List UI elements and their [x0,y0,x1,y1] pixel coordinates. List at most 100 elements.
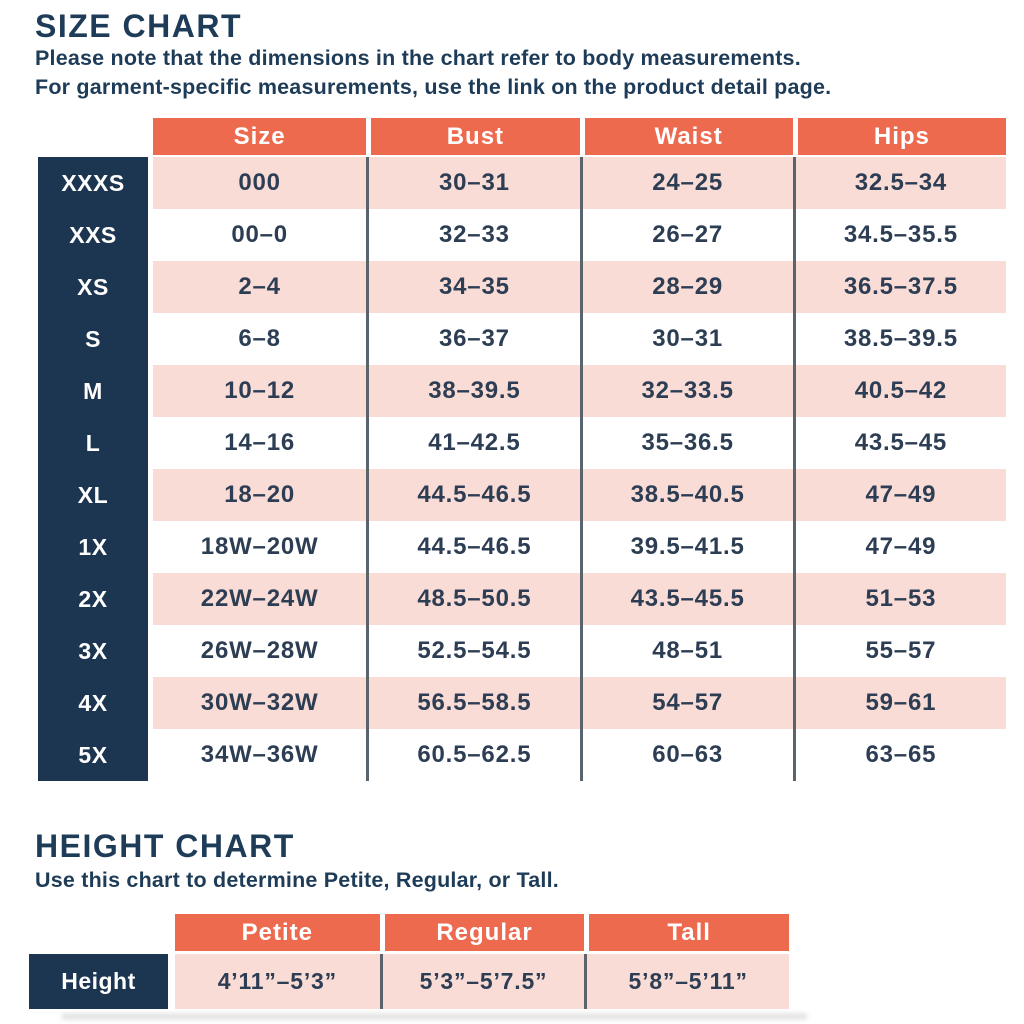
row-label: 2X [38,573,148,625]
row-values: 10–12 38–39.5 32–33.5 40.5–42 [153,365,1006,417]
cell-hips: 38.5–39.5 [792,313,1006,365]
column-header-size: Size [153,118,367,155]
table-row: L 14–16 41–42.5 35–36.5 43.5–45 [38,417,1006,469]
row-label: 1X [38,521,148,573]
table-row: 1X 18W–20W 44.5–46.5 39.5–41.5 47–49 [38,521,1006,573]
cell-hips: 47–49 [792,521,1006,573]
cell-bust: 32–33 [366,209,579,261]
column-header-bust: Bust [366,118,580,155]
column-header-hips: Hips [792,118,1006,155]
table-row: 3X 26W–28W 52.5–54.5 48–51 55–57 [38,625,1006,677]
row-label: L [38,417,148,469]
table-row: 5X 34W–36W 60.5–62.5 60–63 63–65 [38,729,1006,781]
height-row-label: Height [29,954,168,1009]
cell-size: 18–20 [224,481,295,508]
row-label: XL [38,469,148,521]
cell-hips: 47–49 [792,469,1006,521]
cell-bust: 48.5–50.5 [366,573,579,625]
row-values: 30W–32W 56.5–58.5 54–57 59–61 [153,677,1006,729]
row-values: 22W–24W 48.5–50.5 43.5–45.5 51–53 [153,573,1006,625]
table-row: XS 2–4 34–35 28–29 36.5–37.5 [38,261,1006,313]
cell-hips: 63–65 [792,729,1006,781]
cell-waist: 32–33.5 [579,365,793,417]
row-values: 26W–28W 52.5–54.5 48–51 55–57 [153,625,1006,677]
row-label: S [38,313,148,365]
column-header-tall: Tall [584,914,789,951]
size-chart-body: XXXS 000 30–31 24–25 32.5–34 XXS 00–0 32… [38,157,1006,781]
row-label: 5X [38,729,148,781]
cell-size: 26W–28W [200,637,319,664]
cell-waist: 30–31 [579,313,793,365]
height-row-values: 4’11”–5’3” 5’3”–5’7.5” 5’8”–5’11” [175,954,789,1009]
row-label: XXS [38,209,148,261]
table-row: XL 18–20 44.5–46.5 38.5–40.5 47–49 [38,469,1006,521]
row-values: 14–16 41–42.5 35–36.5 43.5–45 [153,417,1006,469]
size-chart-subtitle-line2: For garment-specific measurements, use t… [35,75,832,99]
cell-waist: 54–57 [579,677,793,729]
height-chart-header-row: Petite Regular Tall [175,914,789,951]
cell-size: 6–8 [238,325,281,352]
row-values: 6–8 36–37 30–31 38.5–39.5 [153,313,1006,365]
cell-height-petite: 4’11”–5’3” [217,968,337,994]
table-row: XXXS 000 30–31 24–25 32.5–34 [38,157,1006,209]
cell-size: 00–0 [231,221,288,248]
cell-hips: 34.5–35.5 [792,209,1006,261]
size-chart-subtitle-line1: Please note that the dimensions in the c… [35,46,801,70]
cell-bust: 38–39.5 [366,365,579,417]
scan-artifact [62,1013,807,1020]
row-values: 000 30–31 24–25 32.5–34 [153,157,1006,209]
cell-waist: 38.5–40.5 [579,469,793,521]
cell-hips: 51–53 [792,573,1006,625]
table-row: M 10–12 38–39.5 32–33.5 40.5–42 [38,365,1006,417]
cell-bust: 30–31 [366,157,579,209]
cell-height-regular: 5’3”–5’7.5” [379,954,585,1009]
column-header-petite: Petite [175,914,380,951]
size-chart-title: SIZE CHART [35,8,242,44]
cell-waist: 48–51 [579,625,793,677]
cell-size: 18W–20W [200,533,319,560]
cell-waist: 35–36.5 [579,417,793,469]
cell-bust: 56.5–58.5 [366,677,579,729]
cell-waist: 28–29 [579,261,793,313]
cell-bust: 34–35 [366,261,579,313]
cell-waist: 26–27 [579,209,793,261]
row-values: 18W–20W 44.5–46.5 39.5–41.5 47–49 [153,521,1006,573]
cell-hips: 40.5–42 [792,365,1006,417]
row-label: 3X [38,625,148,677]
cell-bust: 44.5–46.5 [366,469,579,521]
column-header-regular: Regular [379,914,585,951]
cell-hips: 55–57 [792,625,1006,677]
size-chart-table: Size Bust Waist Hips XXXS 000 30–31 24–2… [38,118,1006,781]
table-row: 4X 30W–32W 56.5–58.5 54–57 59–61 [38,677,1006,729]
row-label: 4X [38,677,148,729]
cell-size: 30W–32W [200,689,319,716]
row-values: 2–4 34–35 28–29 36.5–37.5 [153,261,1006,313]
cell-size: 22W–24W [200,585,319,612]
size-chart-subtitle: Please note that the dimensions in the c… [35,44,831,102]
row-label: M [38,365,148,417]
cell-bust: 36–37 [366,313,579,365]
table-row: S 6–8 36–37 30–31 38.5–39.5 [38,313,1006,365]
cell-size: 000 [238,169,281,196]
cell-hips: 59–61 [792,677,1006,729]
cell-bust: 60.5–62.5 [366,729,579,781]
cell-size: 10–12 [224,377,295,404]
cell-bust: 44.5–46.5 [366,521,579,573]
cell-waist: 60–63 [579,729,793,781]
cell-waist: 39.5–41.5 [579,521,793,573]
column-header-waist: Waist [579,118,793,155]
cell-hips: 36.5–37.5 [792,261,1006,313]
cell-size: 34W–36W [200,741,319,768]
cell-bust: 52.5–54.5 [366,625,579,677]
row-label: XXXS [38,157,148,209]
cell-size: 2–4 [238,273,281,300]
cell-bust: 41–42.5 [366,417,579,469]
cell-height-tall: 5’8”–5’11” [584,954,789,1009]
table-row: 2X 22W–24W 48.5–50.5 43.5–45.5 51–53 [38,573,1006,625]
height-chart-table: Petite Regular Tall Height 4’11”–5’3” 5’… [29,914,789,1009]
cell-hips: 32.5–34 [792,157,1006,209]
cell-waist: 43.5–45.5 [579,573,793,625]
height-row: Height 4’11”–5’3” 5’3”–5’7.5” 5’8”–5’11” [29,954,789,1009]
size-chart-header-row: Size Bust Waist Hips [153,118,1006,155]
